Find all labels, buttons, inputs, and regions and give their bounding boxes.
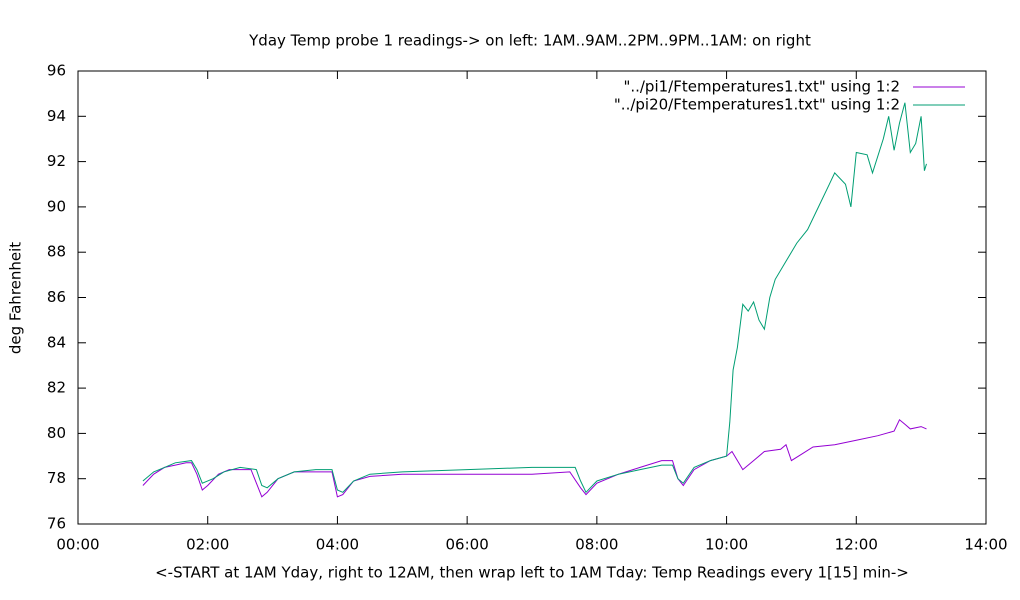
x-tick-label: 10:00 <box>705 536 748 554</box>
x-tick-label: 02:00 <box>186 536 229 554</box>
x-tick-label: 04:00 <box>316 536 359 554</box>
chart-title: Yday Temp probe 1 readings-> on left: 1A… <box>248 32 811 50</box>
y-tick-label: 80 <box>47 424 66 442</box>
data-line <box>142 102 927 494</box>
y-tick-label: 86 <box>47 288 66 306</box>
x-axis-label: <-START at 1AM Yday, right to 12AM, then… <box>155 564 909 582</box>
y-tick-label: 94 <box>47 107 66 125</box>
y-tick-label: 88 <box>47 243 66 261</box>
y-tick-label: 92 <box>47 152 66 170</box>
x-tick-label: 06:00 <box>446 536 489 554</box>
legend-label: "../pi1/Ftemperatures1.txt" using 1:2 <box>623 78 900 96</box>
x-tick-label: 00:00 <box>56 536 99 554</box>
plot-frame <box>77 70 987 525</box>
x-tick-label: 12:00 <box>835 536 878 554</box>
y-tick-label: 96 <box>47 62 66 80</box>
data-line <box>142 419 927 498</box>
y-tick-label: 82 <box>47 379 66 397</box>
x-tick-label: 08:00 <box>575 536 618 554</box>
y-axis-label: deg Fahrenheit <box>7 242 25 354</box>
y-tick-label: 76 <box>47 515 66 533</box>
y-tick-label: 90 <box>47 197 66 215</box>
y-tick-label: 78 <box>47 469 66 487</box>
y-tick-label: 84 <box>47 333 66 351</box>
legend-label: "../pi20/Ftemperatures1.txt" using 1:2 <box>614 96 900 114</box>
x-tick-label: 14:00 <box>964 536 1007 554</box>
